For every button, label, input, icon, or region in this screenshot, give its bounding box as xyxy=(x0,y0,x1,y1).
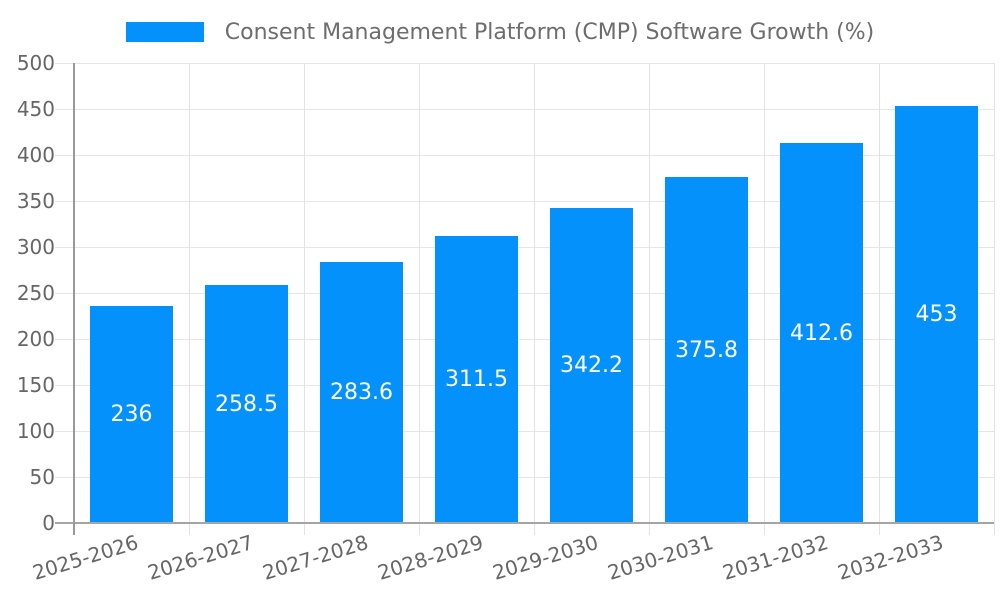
bar-value-label: 311.5 xyxy=(445,367,508,392)
y-tick-label: 400 xyxy=(16,143,55,167)
y-tick-label: 150 xyxy=(16,373,55,397)
legend-swatch[interactable] xyxy=(125,22,204,42)
bar[interactable]: 342.2 xyxy=(550,208,633,523)
legend-label[interactable]: Consent Management Platform (CMP) Softwa… xyxy=(224,19,875,45)
y-gridline xyxy=(55,477,994,478)
x-category-label: 2032-2033 xyxy=(834,530,947,585)
x-category-label: 2025-2026 xyxy=(29,530,142,585)
y-gridline xyxy=(55,431,994,432)
bar[interactable]: 412.6 xyxy=(780,143,863,523)
bar[interactable]: 283.6 xyxy=(320,262,403,523)
legend: Consent Management Platform (CMP) Softwa… xyxy=(0,17,1000,47)
x-category-label: 2031-2032 xyxy=(719,530,832,585)
y-axis-line xyxy=(73,63,75,535)
y-tick-label: 450 xyxy=(16,97,55,121)
x-gridline xyxy=(994,63,995,535)
x-gridline xyxy=(304,63,305,535)
x-axis-line xyxy=(55,522,994,524)
bar[interactable]: 453 xyxy=(895,106,978,523)
x-gridline xyxy=(419,63,420,535)
bar-value-label: 375.8 xyxy=(675,337,738,363)
y-tick-label: 500 xyxy=(16,51,55,75)
x-category-label: 2029-2030 xyxy=(489,530,602,585)
y-tick-label: 350 xyxy=(16,189,55,213)
bar-value-label: 453 xyxy=(915,302,958,327)
bar-value-label: 342.2 xyxy=(560,353,623,378)
x-category-label: 2026-2027 xyxy=(144,530,257,585)
bar-value-label: 236 xyxy=(110,402,153,427)
y-gridline xyxy=(55,155,994,156)
bar-value-label: 283.6 xyxy=(330,380,393,405)
bar[interactable]: 258.5 xyxy=(205,285,288,523)
y-gridline xyxy=(55,201,994,202)
x-category-label: 2028-2029 xyxy=(374,530,487,585)
bar-value-label: 258.5 xyxy=(215,391,278,417)
x-gridline xyxy=(649,63,650,535)
y-tick-label: 300 xyxy=(16,235,55,259)
x-gridline xyxy=(534,63,535,535)
y-gridline xyxy=(55,109,994,110)
x-gridline xyxy=(764,63,765,535)
y-gridline xyxy=(55,63,994,64)
y-gridline xyxy=(55,385,994,386)
x-category-label: 2027-2028 xyxy=(259,530,372,585)
x-category-label: 2030-2031 xyxy=(604,530,717,585)
x-gridline xyxy=(189,63,190,535)
y-tick-label: 100 xyxy=(16,419,55,443)
y-tick-label: 50 xyxy=(29,465,55,489)
bar[interactable]: 375.8 xyxy=(665,177,748,523)
y-gridline xyxy=(55,247,994,248)
bar[interactable]: 236 xyxy=(90,306,173,523)
y-tick-label: 0 xyxy=(42,511,55,535)
x-gridline xyxy=(879,63,880,535)
y-gridline xyxy=(55,293,994,294)
y-tick-label: 200 xyxy=(16,327,55,351)
bar[interactable]: 311.5 xyxy=(435,236,518,523)
bar-value-label: 412.6 xyxy=(790,320,853,346)
y-tick-label: 250 xyxy=(16,281,55,305)
y-gridline xyxy=(55,339,994,340)
